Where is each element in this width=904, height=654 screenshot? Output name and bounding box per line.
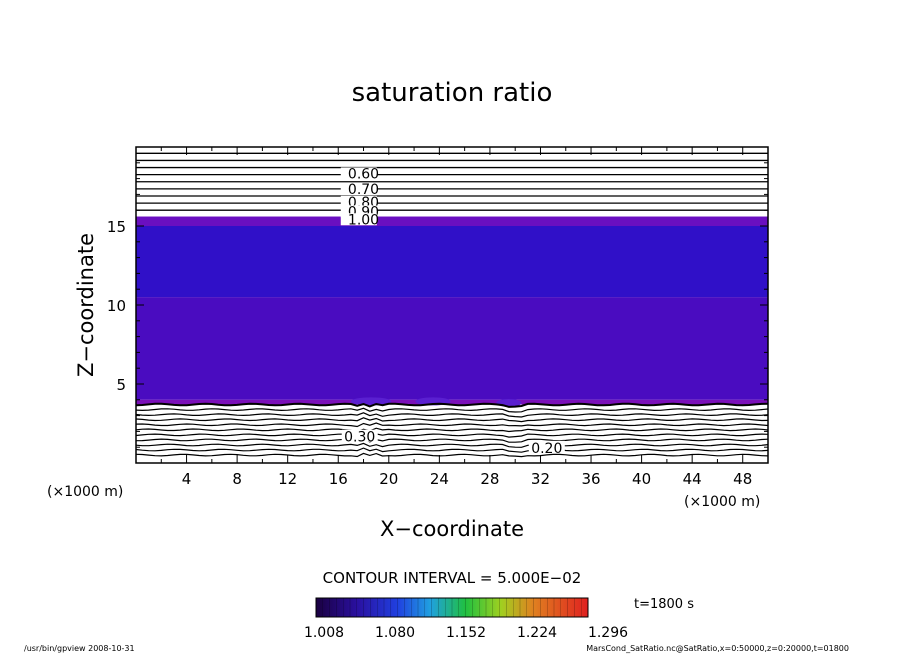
contour-label-upper-4: 1.00: [348, 212, 379, 228]
colorbar-tick-label-3: 1.224: [517, 625, 557, 641]
x-tick-label-4: 4: [182, 470, 192, 488]
contour-label-bg-upper-4: [340, 213, 377, 226]
shaded-region-2: [136, 297, 768, 400]
shaded-region-1: [136, 226, 768, 298]
contour-line-lower-8: [135, 442, 769, 448]
contour-label-bg-lower-1: [528, 440, 565, 453]
contour-line-lower-1: [135, 407, 769, 413]
contour-line-lower-0: [135, 402, 769, 408]
shaded-bump-0: [350, 397, 392, 406]
time-label: t=1800 s: [634, 597, 694, 612]
chart-title: saturation ratio: [352, 78, 553, 108]
x-tick-label-32: 32: [531, 470, 550, 488]
y-tick-label-15: 15: [107, 218, 126, 236]
colorbar-tick-label-0: 1.008: [304, 625, 344, 641]
plot-area: 0.600.700.800.901.000.300.20: [135, 152, 769, 458]
y-tick-label-10: 10: [107, 297, 126, 315]
contour-label-upper-0: 0.60: [348, 166, 379, 182]
contour-line-lower-2: [135, 412, 769, 418]
contour-line-lower-6: [135, 433, 769, 438]
z-unit-label: (×1000 m): [47, 484, 123, 500]
x-tick-label-48: 48: [733, 470, 752, 488]
colorbar-tick-label-2: 1.152: [446, 625, 486, 641]
contour-line-lower-5: [135, 427, 769, 433]
x-axis-label: X−coordinate: [380, 517, 524, 541]
x-unit-label: (×1000 m): [684, 494, 760, 510]
x-tick-label-44: 44: [683, 470, 702, 488]
footer-left: /usr/bin/gpview 2008-10-31: [24, 644, 135, 653]
x-tick-label-8: 8: [232, 470, 242, 488]
contour-label-bg-upper-2: [340, 195, 377, 208]
contour-interval-label: CONTOUR INTERVAL = 5.000E−02: [323, 569, 582, 587]
y-tick-label-5: 5: [116, 376, 126, 394]
shaded-region-3: [136, 399, 768, 405]
contour-line-lower-9: [135, 447, 769, 453]
y-axis-label: Z−coordinate: [74, 233, 98, 377]
x-tick-label-12: 12: [278, 470, 297, 488]
contour-label-lower-0: 0.30: [344, 430, 375, 446]
x-tick-label-24: 24: [430, 470, 449, 488]
x-tick-label-28: 28: [480, 470, 499, 488]
contour-line-lower-4: [135, 422, 769, 428]
contour-label-bg-upper-1: [340, 183, 377, 196]
contour-label-lower-1: 0.20: [531, 441, 562, 457]
contour-label-upper-1: 0.70: [348, 182, 379, 198]
colorbar-tick-label-4: 1.296: [588, 625, 628, 641]
contour-label-bg-lower-0: [341, 429, 378, 442]
contour-line-lower-3: [135, 417, 769, 423]
colorbar-ticks: 1.008 1.080 1.152 1.224 1.296: [304, 598, 628, 641]
contour-line-lower-7: [135, 438, 769, 443]
contour-line-lower-10: [135, 452, 769, 458]
x-tick-label-16: 16: [329, 470, 348, 488]
x-tick-label-36: 36: [581, 470, 600, 488]
x-tick-label-40: 40: [632, 470, 651, 488]
contour-label-bg-upper-0: [340, 167, 377, 180]
colorbar-tick-label-1: 1.080: [375, 625, 415, 641]
x-tick-label-20: 20: [379, 470, 398, 488]
shaded-region-0: [136, 216, 768, 226]
footer-right: MarsCond_SatRatio.nc@SatRatio,x=0:50000,…: [586, 644, 849, 653]
